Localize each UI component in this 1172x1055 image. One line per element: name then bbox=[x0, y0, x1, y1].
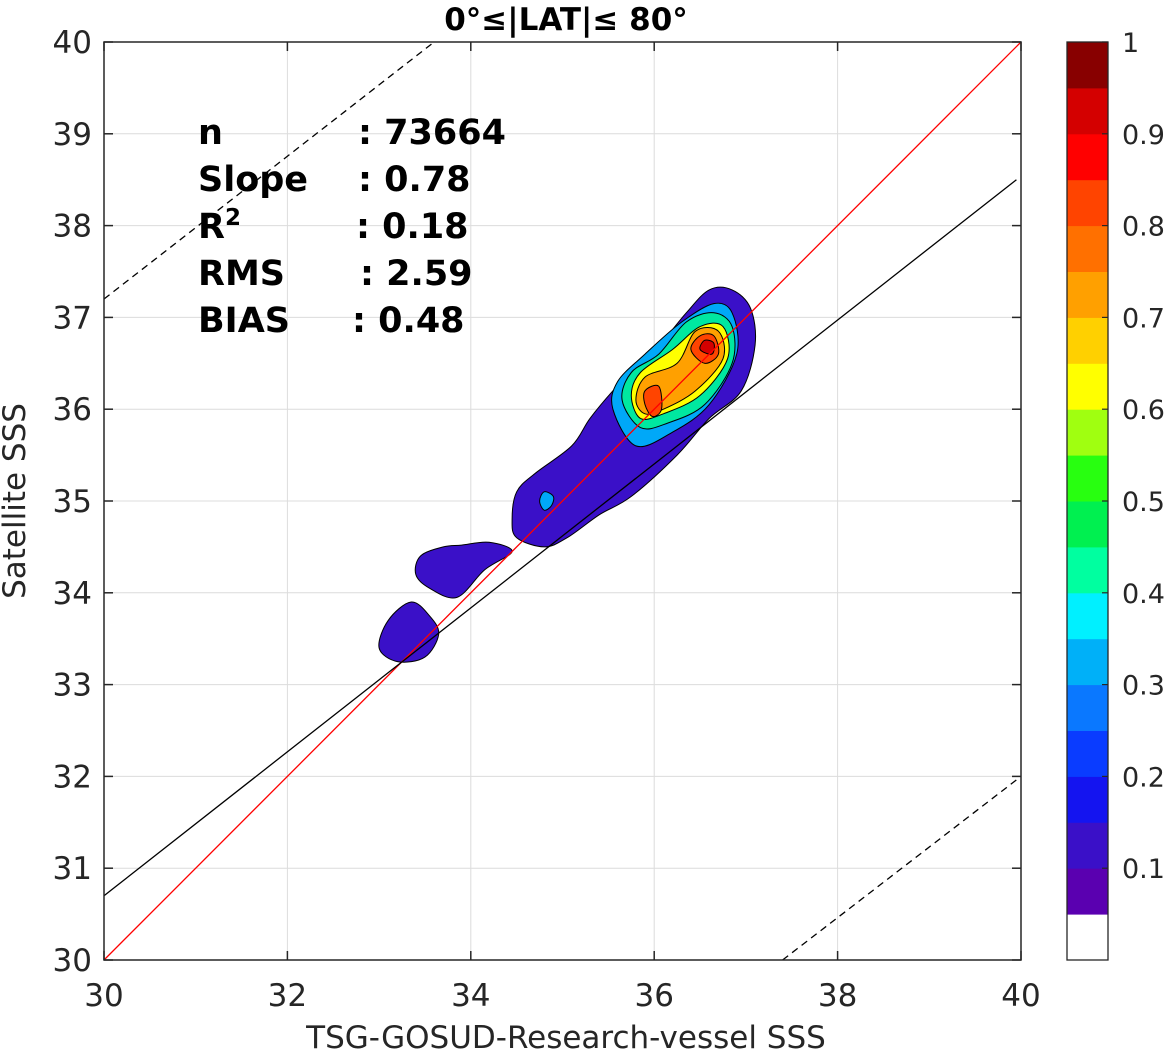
colorbar-segment bbox=[1067, 592, 1108, 640]
colorbar-segment bbox=[1067, 87, 1108, 135]
colorbar-segment bbox=[1067, 317, 1108, 364]
contour-region bbox=[643, 384, 663, 418]
colorbar-segment bbox=[1067, 546, 1108, 594]
stat-label: Slope bbox=[198, 160, 308, 200]
x-tick-label: 32 bbox=[268, 978, 307, 1014]
contour-region bbox=[414, 541, 513, 599]
y-tick-label: 34 bbox=[53, 576, 92, 612]
y-tick-label: 35 bbox=[53, 484, 92, 520]
colorbar-segment bbox=[1067, 684, 1108, 731]
y-tick-label: 30 bbox=[53, 943, 92, 979]
density-contours bbox=[378, 286, 757, 663]
colorbar: 0.1 0.2 0.3 0.4 0.5 0.6 0.7 0.8 0.9 1 bbox=[1066, 28, 1165, 961]
stat-value: : 0.78 bbox=[358, 160, 471, 200]
stat-value: : 73664 bbox=[358, 113, 506, 153]
y-tick-label: 31 bbox=[53, 851, 92, 887]
regression-line bbox=[103, 179, 1017, 897]
colorbar-segment bbox=[1067, 133, 1108, 181]
reference-lines bbox=[103, 41, 1022, 961]
colorbar-segment bbox=[1067, 455, 1108, 502]
colorbar-segment bbox=[1067, 868, 1108, 915]
stat-label: BIAS bbox=[198, 301, 290, 341]
colorbar-tick-label: 1 bbox=[1122, 28, 1139, 59]
colorbar-tick-label: 0.3 bbox=[1122, 671, 1165, 702]
colorbar-segment bbox=[1067, 501, 1108, 548]
x-tick-label: 30 bbox=[84, 978, 123, 1014]
y-tick-label: 40 bbox=[53, 25, 92, 61]
x-tick-label: 36 bbox=[634, 978, 673, 1014]
colorbar-tick-label: 0.6 bbox=[1122, 395, 1165, 426]
x-axis-title: TSG-GOSUD-Research-vessel SSS bbox=[305, 1020, 826, 1055]
colorbar-segment bbox=[1067, 225, 1108, 272]
colorbar-segment bbox=[1067, 363, 1108, 410]
y-tick-label: 33 bbox=[53, 668, 92, 704]
stat-label: n bbox=[198, 113, 223, 153]
colorbar-segment bbox=[1067, 409, 1108, 456]
stat-value: : 2.59 bbox=[360, 254, 473, 294]
x-tick-label: 34 bbox=[451, 978, 490, 1014]
y-tick-label: 37 bbox=[53, 300, 92, 336]
y-tick-label: 32 bbox=[53, 759, 92, 795]
lower-bound-line bbox=[782, 775, 1022, 961]
colorbar-tick-label: 0.1 bbox=[1122, 854, 1165, 885]
colorbar-segment bbox=[1067, 271, 1108, 318]
contour-region bbox=[378, 601, 440, 663]
colorbar-segment bbox=[1067, 42, 1108, 89]
colorbar-segment bbox=[1067, 638, 1108, 686]
stats-box: n : 73664 Slope : 0.78 R2 : 0.18 RMS : 2.59 BIAS… bbox=[198, 113, 506, 341]
colorbar-tick-label: 0.9 bbox=[1122, 120, 1165, 151]
one-to-one-line bbox=[103, 41, 1022, 961]
stat-superscript: 2 bbox=[225, 205, 241, 231]
y-tick-label: 36 bbox=[53, 392, 92, 428]
colorbar-tick-label: 0.7 bbox=[1122, 303, 1165, 334]
stat-label: RMS bbox=[198, 254, 285, 294]
y-tick-label: 39 bbox=[53, 117, 92, 153]
y-tick-label: 38 bbox=[53, 209, 92, 245]
colorbar-segment bbox=[1067, 914, 1108, 961]
colorbar-tick-label: 0.4 bbox=[1122, 579, 1165, 610]
contour-region bbox=[539, 491, 555, 511]
y-axis-title: Satellite SSS bbox=[0, 403, 33, 599]
colorbar-segment bbox=[1067, 822, 1108, 869]
upper-bound-line bbox=[103, 41, 435, 300]
stat-value: : 0.18 bbox=[356, 207, 469, 247]
axis-ticks: 30 32 34 36 38 40 30 31 32 33 34 35 36 37 38 39 40 bbox=[53, 25, 1041, 1014]
colorbar-segment bbox=[1067, 730, 1108, 777]
colorbar-tick-label: 0.2 bbox=[1122, 762, 1165, 793]
colorbar-segment bbox=[1067, 179, 1108, 227]
colorbar-tick-label: 0.8 bbox=[1122, 212, 1165, 243]
stat-value: : 0.48 bbox=[352, 301, 465, 341]
colorbar-tick-label: 0.5 bbox=[1122, 487, 1165, 518]
x-tick-label: 40 bbox=[1001, 978, 1040, 1014]
stat-label: R2 bbox=[198, 205, 241, 247]
chart-title: 0°≤|LAT|≤ 80° bbox=[444, 2, 688, 38]
colorbar-segment bbox=[1067, 776, 1108, 823]
x-tick-label: 38 bbox=[818, 978, 857, 1014]
